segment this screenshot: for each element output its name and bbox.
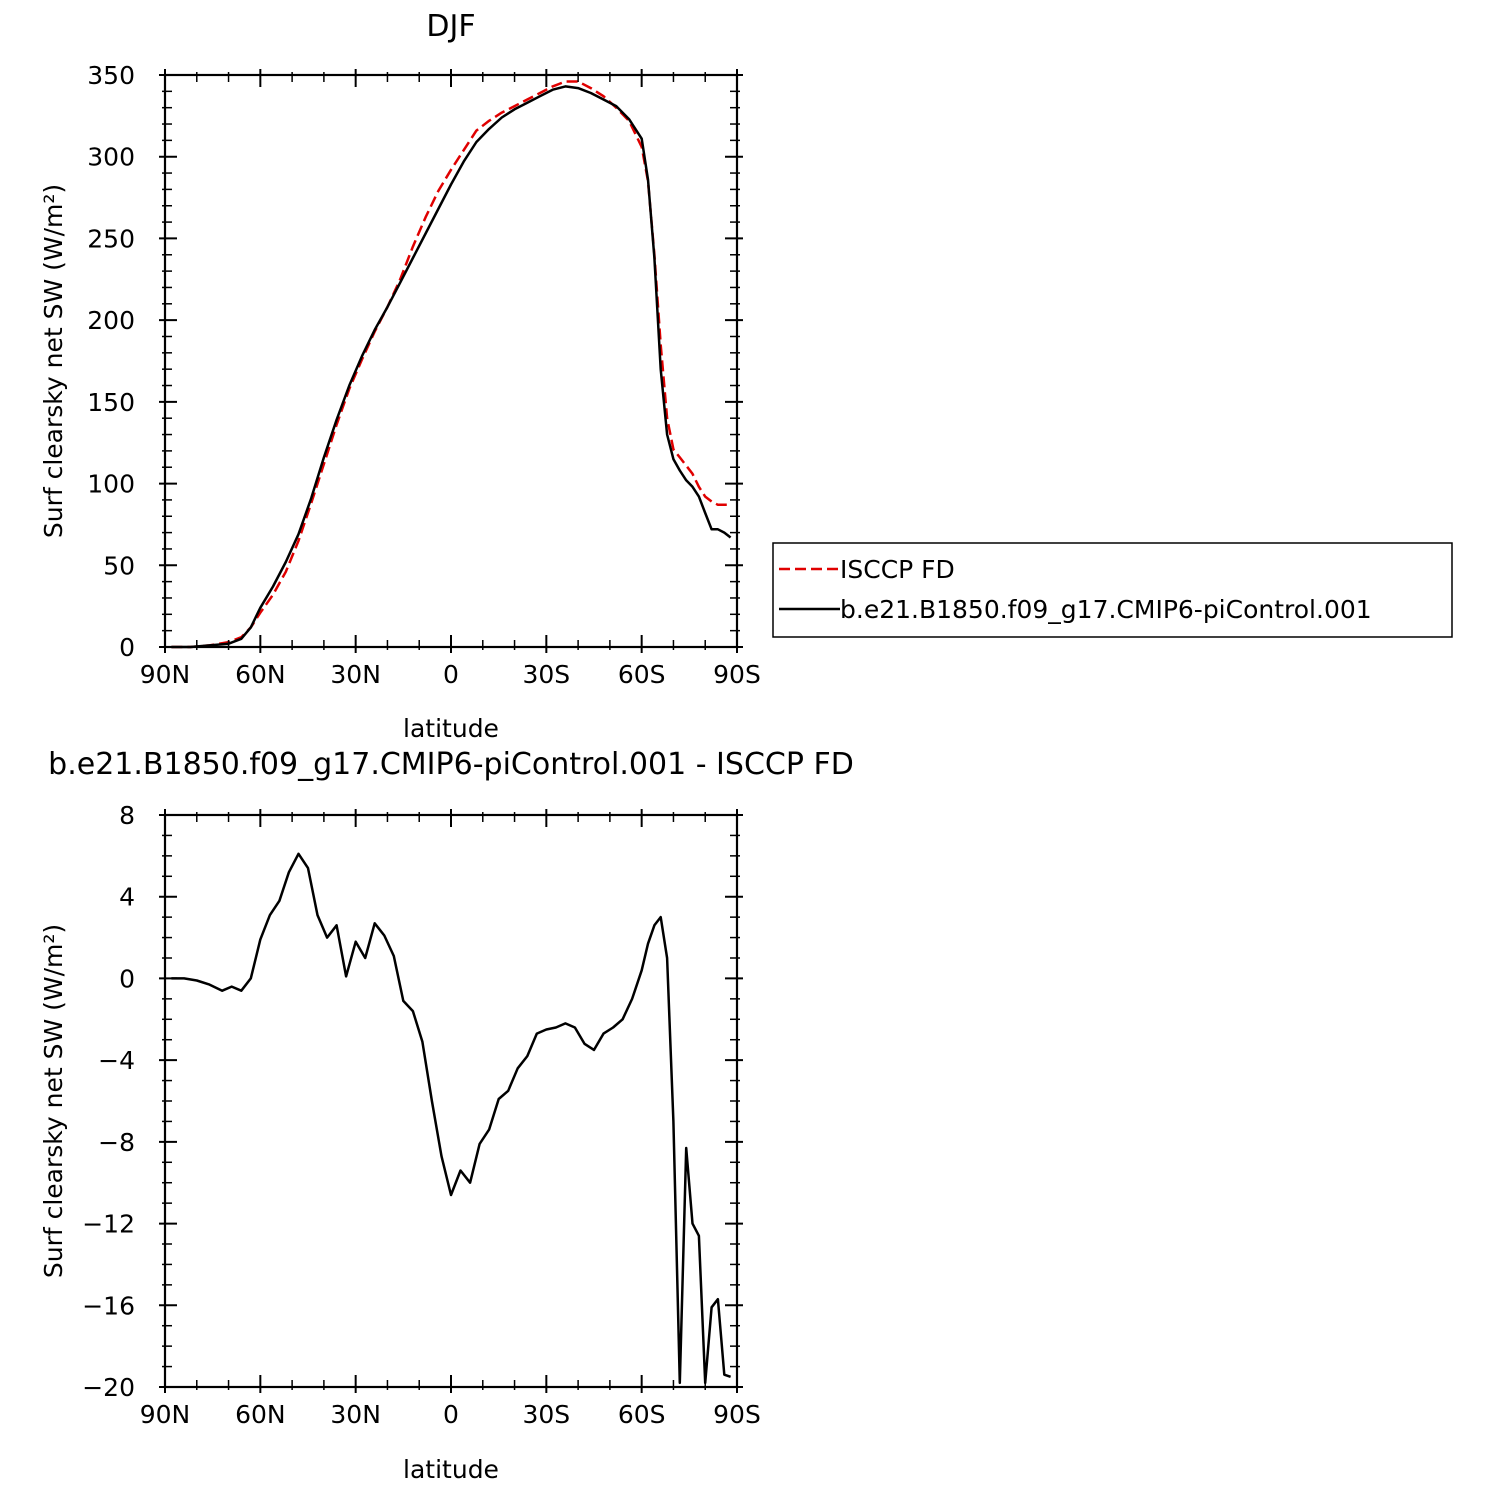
bottom-x-axis-label: latitude <box>403 1455 499 1484</box>
bottom-series-line-0 <box>171 852 731 1385</box>
bottom-x-tick-label-3: 0 <box>443 1400 459 1429</box>
bottom-x-tick-label-4: 30S <box>522 1400 570 1429</box>
top-x-tick-label-3: 0 <box>443 660 459 689</box>
legend-box <box>772 542 1453 638</box>
bottom-y-tick-label-4: −8 <box>98 1128 135 1157</box>
bottom-series-group <box>171 852 731 1385</box>
bottom-x-tick-label-2: 30N <box>330 1400 381 1429</box>
top-series-group <box>171 80 732 649</box>
bottom-x-tick-label-5: 60S <box>618 1400 666 1429</box>
bottom-y-axis-label: Surf clearsky net SW (W/m²) <box>39 924 68 1278</box>
top-chart-title: DJF <box>426 9 475 44</box>
top-y-tick-label-1: 50 <box>103 551 135 580</box>
bottom-x-tick-label-0: 90N <box>140 1400 191 1429</box>
bottom-x-tick-label-6: 90S <box>713 1400 761 1429</box>
bottom-y-tick-label-1: 4 <box>119 883 135 912</box>
top-x-tick-label-2: 30N <box>330 660 381 689</box>
bottom-y-tick-label-5: −12 <box>82 1210 135 1239</box>
legend-label-model: b.e21.B1850.f09_g17.CMIP6-piControl.001 <box>840 595 1372 624</box>
top-x-tick-label-0: 90N <box>140 660 191 689</box>
top-series-line-0 <box>171 80 731 649</box>
top-y-axis-label: Surf clearsky net SW (W/m²) <box>39 184 68 538</box>
bottom-y-tick-label-7: −20 <box>82 1373 135 1402</box>
top-x-tick-label-5: 60S <box>618 660 666 689</box>
top-y-tick-label-5: 250 <box>87 224 135 253</box>
bottom-ticks-group: 90N 60N 30N 0 30S 60S 90S 8 4 0 −4 −8 −12 −16 −20 <box>82 801 761 1429</box>
top-x-tick-label-1: 60N <box>235 660 286 689</box>
top-y-tick-label-7: 350 <box>87 61 135 90</box>
top-series-line-1 <box>171 85 732 649</box>
top-y-tick-label-3: 150 <box>87 388 135 417</box>
top-y-tick-label-6: 300 <box>87 143 135 172</box>
bottom-x-tick-label-1: 60N <box>235 1400 286 1429</box>
top-panel: DJF 90N 60N 30N 0 30S 60S 90S 0 50 100 150 200 250 30… <box>39 9 761 743</box>
top-y-tick-label-2: 100 <box>87 470 135 499</box>
top-x-tick-label-4: 30S <box>522 660 570 689</box>
legend: ISCCP FD b.e21.B1850.f09_g17.CMIP6-piCon… <box>772 542 1453 638</box>
bottom-y-tick-label-2: 0 <box>119 964 135 993</box>
top-plot-frame <box>163 73 739 649</box>
top-y-tick-label-0: 0 <box>119 633 135 662</box>
bottom-plot-frame <box>163 813 739 1389</box>
top-x-tick-label-6: 90S <box>713 660 761 689</box>
bottom-y-tick-label-0: 8 <box>119 801 135 830</box>
bottom-chart-title: b.e21.B1850.f09_g17.CMIP6-piControl.001 … <box>48 747 854 782</box>
bottom-panel: b.e21.B1850.f09_g17.CMIP6-piControl.001 … <box>39 747 854 1484</box>
top-ticks-group: 90N 60N 30N 0 30S 60S 90S 0 50 100 150 200 250 300 350 <box>87 61 761 689</box>
bottom-y-tick-label-3: −4 <box>98 1046 135 1075</box>
top-y-tick-label-4: 200 <box>87 306 135 335</box>
legend-label-isccp: ISCCP FD <box>840 555 955 584</box>
top-x-axis-label: latitude <box>403 714 499 743</box>
bottom-y-tick-label-6: −16 <box>82 1291 135 1320</box>
